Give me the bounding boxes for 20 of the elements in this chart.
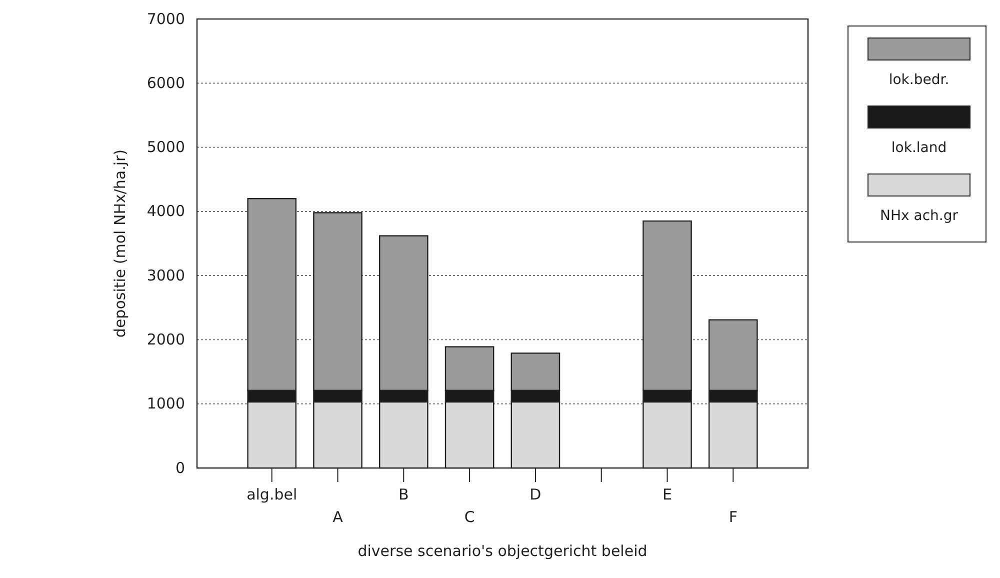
y-tick-label: 5000: [146, 138, 185, 156]
y-tick-label: 1000: [146, 394, 185, 413]
x-tick-label: alg.bel: [246, 486, 298, 504]
text: lok.land: [891, 140, 947, 156]
y-tick-label: 2000: [146, 330, 185, 349]
x-tick-label: F: [728, 508, 738, 526]
x-tick-label: D: [530, 486, 542, 504]
x-axis-title: diverse scenario's objectgericht beleid: [358, 542, 648, 560]
y-tick-label: 4000: [146, 202, 185, 220]
y-tick-label: 6000: [146, 74, 185, 92]
y-tick-label: 0: [175, 458, 185, 477]
text: lok.bedr.: [888, 72, 950, 88]
x-tick-label: A: [332, 508, 344, 526]
x-tick-label: E: [662, 486, 672, 504]
y-axis-title: depositie (mol NHx/ha.jr): [111, 149, 129, 338]
y-tick-label: 3000: [146, 266, 185, 284]
y-tick-label: 7000: [146, 10, 185, 28]
text: NHx ach.gr: [880, 208, 958, 224]
x-tick-label: C: [464, 508, 475, 526]
x-tick-label: B: [398, 486, 409, 504]
